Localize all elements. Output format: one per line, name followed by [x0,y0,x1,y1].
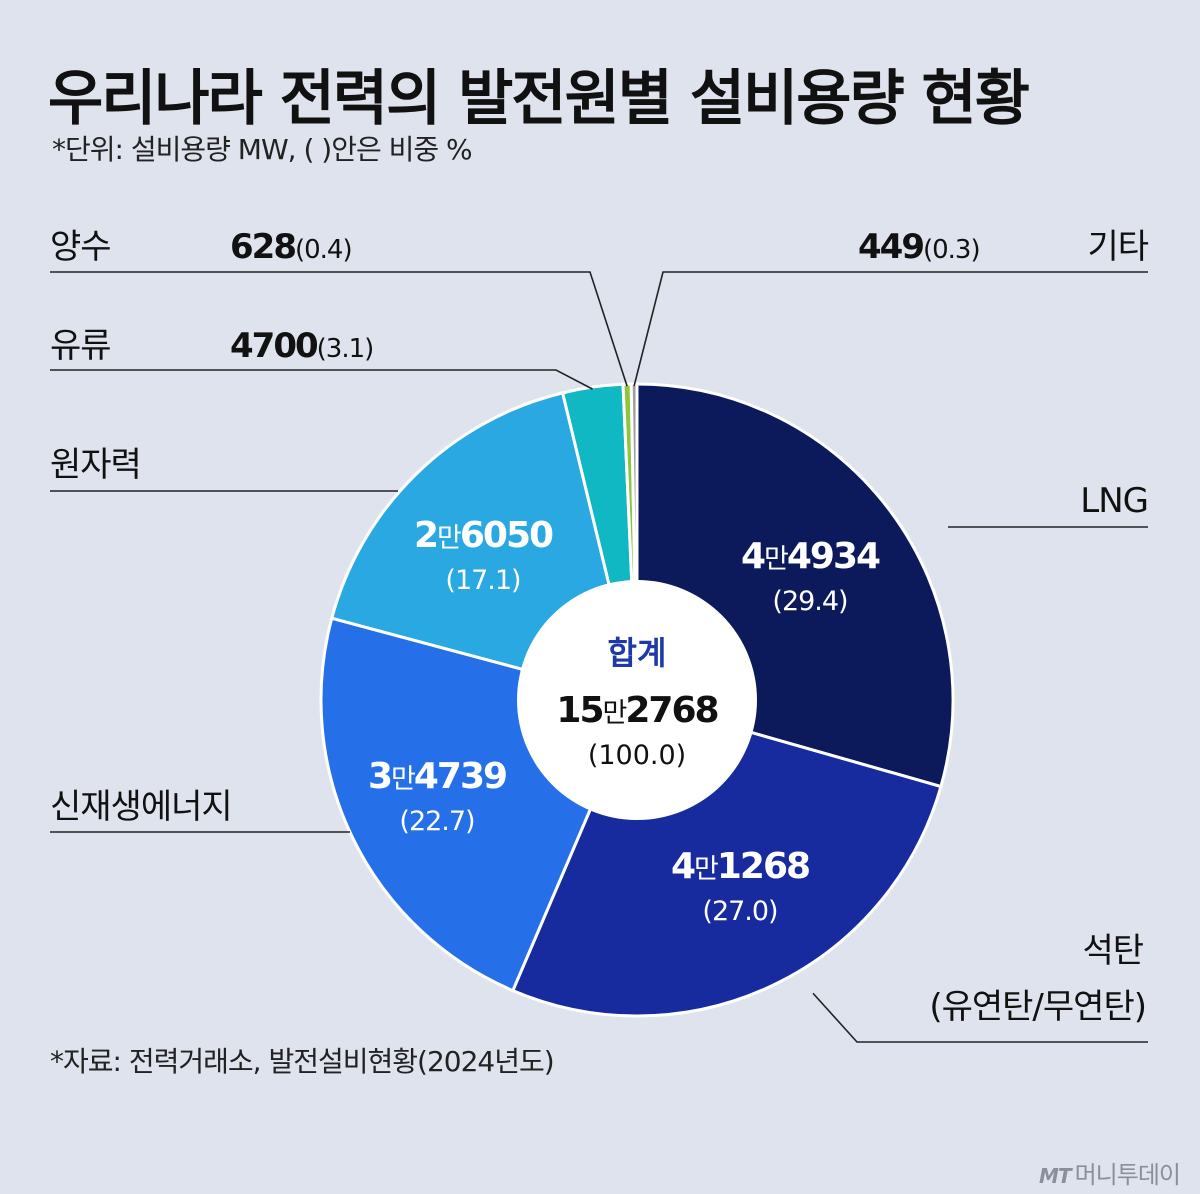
page-title: 우리나라 전력의 발전원별 설비용량 현황 [48,64,1030,134]
labels-group: 4만4934 (29.4) 4만1268 (27.0) 3만4739 (22.7) 2만60… [50,227,1150,1027]
category-pumped-hydro: 양수 [50,227,111,267]
leader-other [633,271,1148,387]
unit-note: *단위: 설비용량 MW, ( )안은 비중 % [52,133,473,166]
total-share: (100.0) [588,740,686,771]
share-label-coal: (27.0) [702,896,777,927]
source-note: *자료: 전력거래소, 발전설비현황(2024년도) [50,1045,555,1078]
leader-coal [812,992,1148,1043]
share-label-nuclear: (17.1) [445,565,520,596]
value-label-nuclear: 2만6050 [414,515,553,556]
value-label-other: 449(0.3) [858,227,980,267]
brand-mark: MT [1039,1164,1072,1188]
category-coal-line2: (유연탄/무연탄) [929,987,1146,1027]
total-value: 15만2768 [556,690,717,731]
category-oil: 유류 [50,326,111,366]
leader-oil [50,369,593,390]
leader-pumped-hydro [50,271,628,387]
category-coal-line1: 석탄 [1082,931,1143,971]
category-other: 기타 [1087,227,1148,267]
value-label-coal: 4만1268 [671,846,809,887]
donut-hole [517,580,757,820]
total-title: 합계 [608,634,667,672]
value-label-oil: 4700(3.1) [230,326,373,366]
category-nuclear: 원자력 [50,445,141,485]
category-renewable: 신재생에너지 [50,787,232,827]
brand-logo: MT 머니투데이 [1039,1155,1181,1190]
share-label-renewable: (22.7) [399,806,474,837]
leader-lines [50,271,1148,1043]
value-label-renewable: 3만4739 [368,756,506,797]
value-label-lng: 4만4934 [741,536,880,577]
value-label-pumped-hydro: 628(0.4) [230,227,352,267]
brand-name: 머니투데이 [1074,1161,1181,1189]
share-label-lng: (29.4) [772,586,847,617]
category-lng: LNG [1080,481,1148,521]
